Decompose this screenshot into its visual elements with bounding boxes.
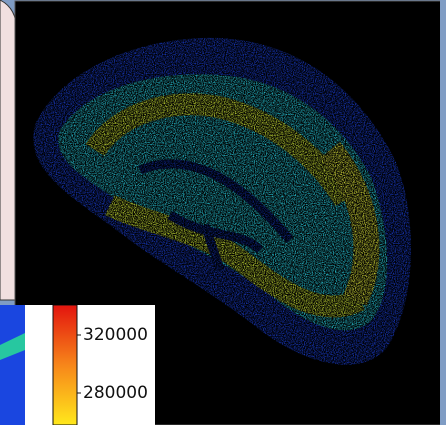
colorbar-gradient bbox=[53, 305, 77, 425]
screenshot: 320000 280000 bbox=[0, 0, 446, 425]
colorbar bbox=[0, 305, 155, 425]
colorbar-tick-label: 320000 bbox=[83, 325, 148, 345]
side-panel bbox=[0, 0, 17, 300]
heatmap-fragment bbox=[0, 305, 25, 425]
right-border bbox=[440, 0, 446, 425]
colorbar-panel: 320000 280000 bbox=[0, 305, 155, 425]
colorbar-tick-label: 280000 bbox=[83, 383, 148, 403]
